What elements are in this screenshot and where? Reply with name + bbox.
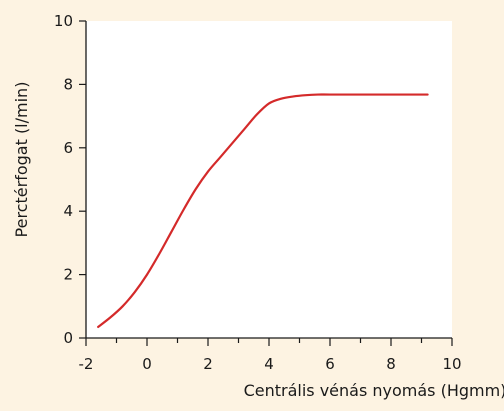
x-axis-title: Centrális vénás nyomás (Hgmm) xyxy=(244,381,504,400)
tick-label-group: -2 0 2 4 6 8 10 0 2 4 6 8 10 xyxy=(54,12,462,373)
y-axis-title: Perctérfogat (l/min) xyxy=(12,82,31,238)
x-tick-label: 8 xyxy=(386,355,396,373)
y-tick-label: 0 xyxy=(63,329,73,347)
x-tick-label: 0 xyxy=(142,355,152,373)
tick-group xyxy=(79,20,453,346)
y-tick-label: 10 xyxy=(54,12,73,30)
y-tick-label: 2 xyxy=(63,266,73,284)
y-tick-label: 8 xyxy=(63,75,73,93)
x-tick-label: 4 xyxy=(264,355,274,373)
plot-area xyxy=(86,21,452,338)
x-tick-label: 10 xyxy=(442,355,461,373)
x-tick-label: 2 xyxy=(203,355,213,373)
y-tick-label: 6 xyxy=(63,139,73,157)
x-tick-label: 6 xyxy=(325,355,335,373)
x-tick-label: -2 xyxy=(79,355,94,373)
y-tick-label: 4 xyxy=(63,202,73,220)
series-line xyxy=(97,93,429,329)
